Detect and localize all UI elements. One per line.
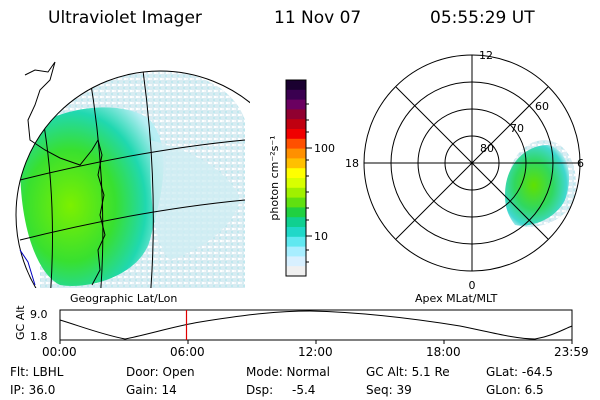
colorbar-cell [286,80,306,91]
mlt-label-18: 18 [345,157,359,170]
colorbar-cell [286,168,306,179]
colorbar-cell [286,89,306,101]
apex-label: Apex MLat/MLT [415,292,498,305]
info-glat: GLat: -64.5 [486,365,553,379]
colorbar-cell [286,256,306,267]
mlat-label-60: 60 [535,100,549,113]
time-tick-1200: 12:00 [298,345,333,359]
colorbar-cell [286,138,306,150]
info-glon: GLon: 6.5 [486,383,544,397]
colorbar-tick-100: 100 [314,142,335,155]
info-filter: Flt: LBHL [10,365,64,379]
info-ip: IP: 36.0 [10,383,56,397]
info-dsp-value: -5.4 [292,383,316,397]
colorbar-cell [286,158,306,169]
info-door: Door: Open [126,365,195,379]
time-tick-1800: 18:00 [426,345,461,359]
timeline-y-min: 1.8 [30,330,48,343]
colorbar-cell [286,236,306,248]
colorbar-cell [286,178,306,189]
date-label: 11 Nov 07 [274,8,362,28]
colorbar-cell [286,227,306,238]
mlat-label-70: 70 [510,122,524,135]
info-gain: Gain: 14 [126,383,177,397]
info-gc-alt: GC Alt: 5.1 Re [366,365,450,379]
colorbar-tick-10: 10 [314,230,328,243]
colorbar-cell [286,197,306,208]
geographic-label: Geographic Lat/Lon [70,292,177,305]
colorbar-cell [286,207,306,218]
mlt-label-12: 12 [479,49,493,62]
colorbar-cell [286,129,306,140]
mlt-label-0: 0 [469,279,476,292]
info-seq: Seq: 39 [366,383,412,397]
colorbar-cell [286,148,306,159]
altitude-timeline [59,309,573,344]
colorbar-cell [286,99,306,110]
mlat-label-80: 80 [480,142,494,155]
colorbar-cell [286,187,306,199]
colorbar-axis-label: photon cm⁻²s⁻¹ [268,135,281,220]
colorbar-cell [286,217,306,228]
apex-polar-plot [363,54,581,272]
colorbar-cell [286,119,306,130]
colorbar-cell [286,109,306,120]
colorbar-cell [286,266,306,277]
mlt-label-6: 6 [577,157,584,170]
timeline-y-max: 9.0 [30,308,48,321]
time-tick-0000: 00:00 [42,345,77,359]
instrument-title: Ultraviolet Imager [48,8,202,28]
time-tick-0600: 06:00 [170,345,205,359]
colorbar [285,79,312,277]
time-tick-2359: 23:59 [554,345,589,359]
time-label: 05:55:29 UT [430,8,535,28]
geographic-map [15,61,250,288]
info-dsp-label: Dsp: [246,383,274,397]
timeline-axis-label: GC Alt [14,305,27,340]
info-mode: Mode: Normal [246,365,330,379]
colorbar-cell [286,246,306,257]
